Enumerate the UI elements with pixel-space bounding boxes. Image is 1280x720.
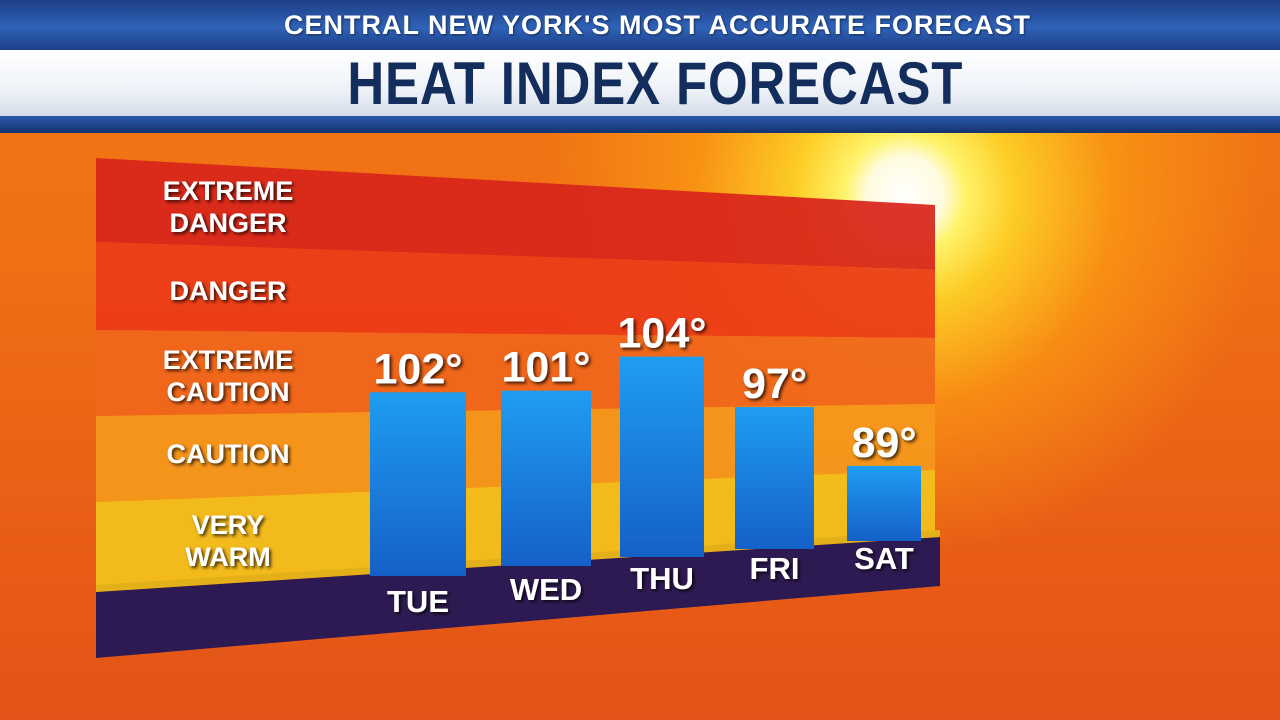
banner-stripe: [0, 116, 1280, 133]
bar: [620, 356, 704, 557]
zone-label: DANGER: [169, 276, 286, 306]
day-label: SAT: [854, 541, 914, 576]
day-label: FRI: [750, 551, 800, 586]
day-label: TUE: [387, 584, 449, 619]
zone-label: CAUTION: [167, 377, 290, 407]
value-label: 102°: [374, 345, 463, 393]
zone-band: [96, 330, 935, 416]
bar: [501, 390, 591, 566]
station-slogan: CENTRAL NEW YORK'S MOST ACCURATE FORECAS…: [284, 9, 1031, 40]
zone-label: DANGER: [169, 208, 286, 238]
bar: [847, 465, 921, 541]
zone-band: [96, 158, 935, 270]
value-label: 89°: [851, 419, 916, 467]
value-label: 101°: [502, 344, 591, 392]
zone-band: [96, 242, 935, 338]
zone-label: EXTREME: [163, 345, 294, 375]
value-label: 104°: [618, 310, 707, 358]
bar: [735, 407, 814, 549]
chart-base: [96, 537, 940, 658]
zone-label: EXTREME: [163, 176, 294, 206]
zone-label: CAUTION: [167, 439, 290, 469]
day-label: WED: [510, 572, 582, 607]
subtitle-banner: CENTRAL NEW YORK'S MOST ACCURATE FORECAS…: [0, 0, 1280, 50]
day-label: THU: [630, 561, 694, 596]
title-banner: HEAT INDEX FORECAST: [0, 49, 1280, 117]
value-label: 97°: [742, 360, 807, 408]
zone-label: VERY: [192, 510, 265, 540]
zone-label: WARM: [185, 542, 270, 572]
bar: [370, 392, 466, 576]
page-title: HEAT INDEX FORECAST: [347, 49, 963, 117]
